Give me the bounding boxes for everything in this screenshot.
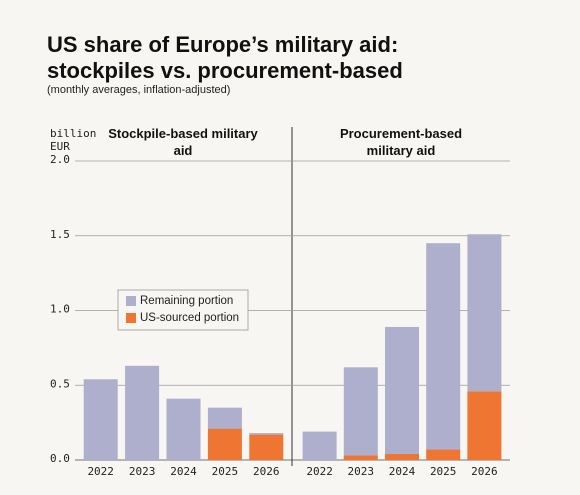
bar-segment <box>426 243 461 450</box>
bar-segment <box>166 398 201 460</box>
bar-segment <box>426 449 461 460</box>
x-tick-label: 2025 <box>212 465 239 478</box>
panel-title: Procurement-based military aid <box>339 126 463 158</box>
bar-segment <box>249 434 284 460</box>
chart-title: US share of Europe’s military aid: stock… <box>47 32 403 83</box>
x-tick-label: 2023 <box>348 465 375 478</box>
y-tick-label: 1.0 <box>50 303 70 316</box>
chart-subtitle: (monthly averages, inflation-adjusted) <box>47 84 231 96</box>
bar-segment <box>343 455 378 460</box>
x-tick-label: 2025 <box>430 465 457 478</box>
legend-box <box>117 289 249 331</box>
y-tick-label: 1.5 <box>50 228 70 241</box>
y-tick-label: 2.0 <box>50 153 70 166</box>
bar-segment <box>467 391 502 460</box>
y-axis-label-line: billion <box>50 127 96 140</box>
x-tick-label: 2026 <box>471 465 498 478</box>
y-axis-label: billion EUR <box>50 127 96 153</box>
legend-label: US-sourced portion <box>140 312 239 324</box>
legend-swatch <box>126 296 136 306</box>
y-tick-label: 0.5 <box>50 377 70 390</box>
legend-swatch <box>126 313 136 323</box>
panel-title: Stockpile-based military aid <box>108 126 258 158</box>
y-tick-label: 0.0 <box>50 452 70 465</box>
x-tick-label: 2022 <box>306 465 333 478</box>
bar-segment <box>207 407 242 429</box>
bar-segment <box>249 433 284 435</box>
bar-segment <box>125 365 160 460</box>
bar-segment <box>207 428 242 460</box>
x-tick-label: 2023 <box>129 465 156 478</box>
bar-segment <box>385 454 419 460</box>
legend-label: Remaining portion <box>140 295 233 307</box>
x-tick-label: 2022 <box>87 465 114 478</box>
x-tick-label: 2026 <box>253 465 280 478</box>
bar-segment <box>343 367 378 456</box>
x-tick-label: 2024 <box>389 465 416 478</box>
bar-segment <box>83 379 118 460</box>
x-tick-label: 2024 <box>170 465 197 478</box>
bar-segment <box>302 431 337 460</box>
bar-segment <box>467 234 502 392</box>
bar-segment <box>385 326 419 455</box>
y-axis-label-line: EUR <box>50 140 70 153</box>
